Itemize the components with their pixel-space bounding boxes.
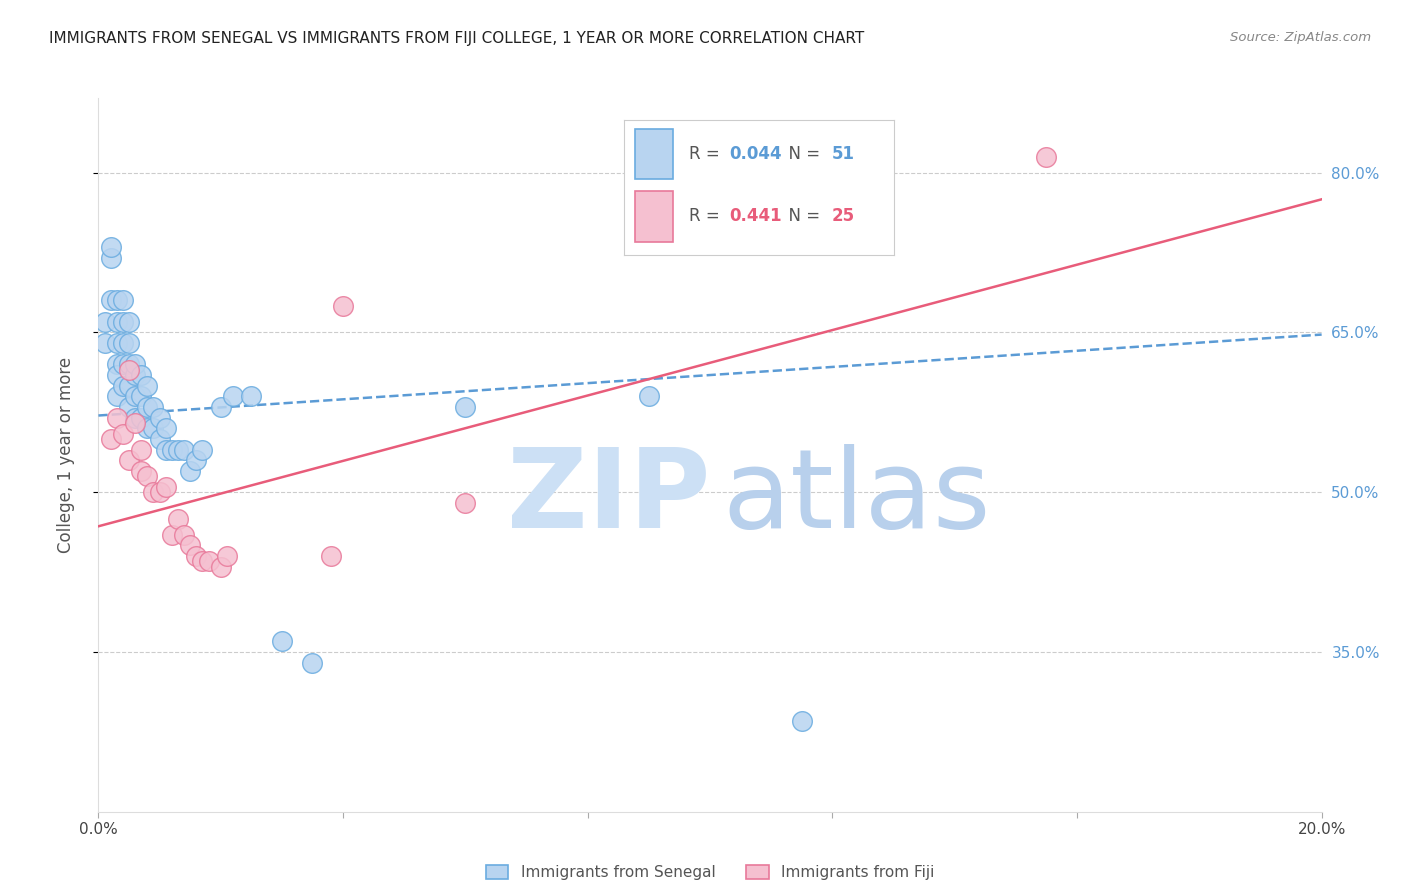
Point <box>209 400 232 414</box>
Point <box>118 400 141 414</box>
Point <box>155 442 177 457</box>
Text: atlas: atlas <box>723 444 991 551</box>
Point <box>142 400 165 414</box>
Y-axis label: College, 1 year or more: College, 1 year or more <box>56 357 75 553</box>
Point <box>155 480 177 494</box>
Point <box>124 389 146 403</box>
Point <box>124 416 146 430</box>
Point <box>136 378 159 392</box>
Point <box>100 293 122 308</box>
Point <box>179 464 201 478</box>
Point <box>105 389 128 403</box>
Point <box>118 453 141 467</box>
Point <box>105 336 128 351</box>
Point <box>124 410 146 425</box>
Point <box>454 496 477 510</box>
Point <box>136 400 159 414</box>
Point <box>111 426 134 441</box>
Point <box>105 410 128 425</box>
Point <box>155 421 177 435</box>
Point <box>105 358 128 372</box>
Point <box>173 528 195 542</box>
Point <box>111 293 134 308</box>
Point <box>1035 150 1057 164</box>
Point <box>129 389 152 403</box>
Legend: Immigrants from Senegal, Immigrants from Fiji: Immigrants from Senegal, Immigrants from… <box>479 859 941 886</box>
Point <box>111 336 134 351</box>
Point <box>118 336 141 351</box>
Point <box>105 315 128 329</box>
Point <box>111 378 134 392</box>
Text: IMMIGRANTS FROM SENEGAL VS IMMIGRANTS FROM FIJI COLLEGE, 1 YEAR OR MORE CORRELAT: IMMIGRANTS FROM SENEGAL VS IMMIGRANTS FR… <box>49 31 865 46</box>
Point <box>167 512 190 526</box>
Point <box>124 358 146 372</box>
Point <box>100 432 122 446</box>
Point <box>100 251 122 265</box>
Point <box>173 442 195 457</box>
Point <box>149 485 172 500</box>
Point <box>118 378 141 392</box>
Point <box>149 432 172 446</box>
Point <box>100 240 122 254</box>
Point <box>93 336 115 351</box>
Point <box>142 421 165 435</box>
Point <box>129 410 152 425</box>
Point <box>118 358 141 372</box>
Point <box>136 421 159 435</box>
Point <box>240 389 263 403</box>
Point <box>179 538 201 552</box>
Text: Source: ZipAtlas.com: Source: ZipAtlas.com <box>1230 31 1371 45</box>
Point <box>160 442 183 457</box>
Point <box>209 559 232 574</box>
Point <box>118 362 141 376</box>
Point <box>136 469 159 483</box>
Text: ZIP: ZIP <box>506 444 710 551</box>
Point <box>160 528 183 542</box>
Point <box>167 442 190 457</box>
Point <box>215 549 238 563</box>
Point <box>301 656 323 670</box>
Point <box>637 389 661 403</box>
Point <box>186 549 208 563</box>
Point <box>105 368 128 382</box>
Point <box>93 315 115 329</box>
Point <box>118 315 141 329</box>
Point <box>454 400 477 414</box>
Point <box>129 442 152 457</box>
Point <box>790 714 813 729</box>
Point <box>197 554 219 568</box>
Point <box>149 410 172 425</box>
Point <box>111 358 134 372</box>
Point <box>332 299 354 313</box>
Point <box>191 554 214 568</box>
Point <box>270 634 292 648</box>
Point <box>191 442 214 457</box>
Point <box>111 315 134 329</box>
Point <box>222 389 245 403</box>
Point <box>129 464 152 478</box>
Point <box>186 453 208 467</box>
Point <box>105 293 128 308</box>
Point <box>319 549 342 563</box>
Point <box>142 485 165 500</box>
Point <box>124 368 146 382</box>
Point <box>129 368 152 382</box>
